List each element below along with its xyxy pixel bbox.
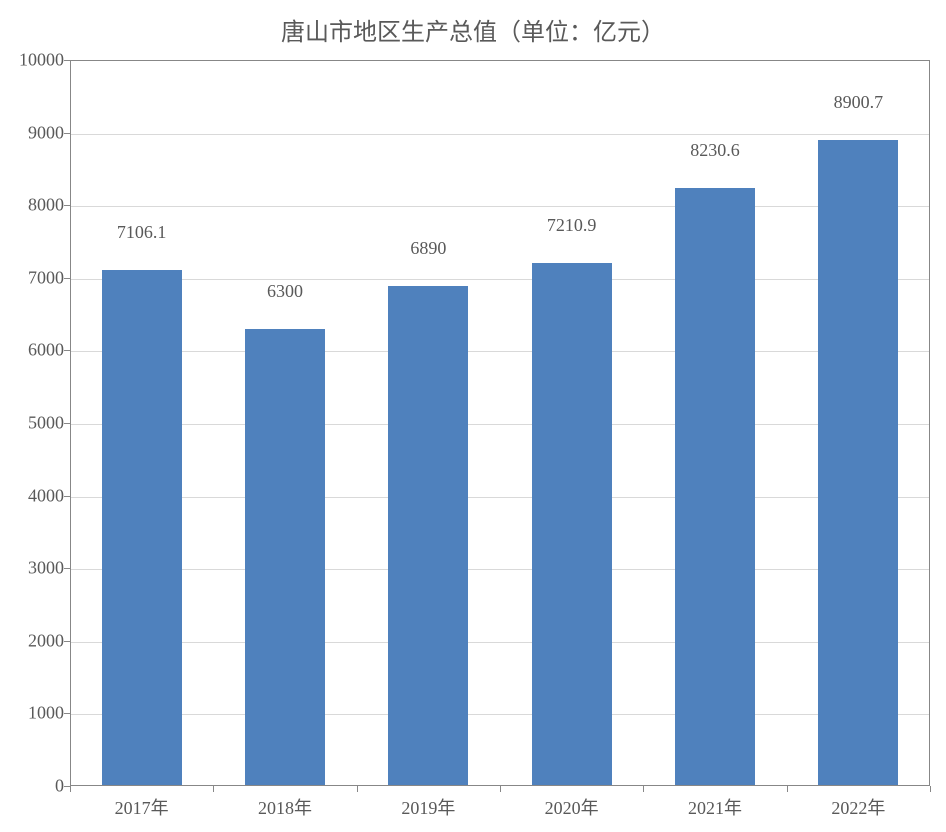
bar-value-label: 8230.6 xyxy=(690,140,740,161)
x-tick-label: 2020年 xyxy=(545,794,599,820)
bar xyxy=(245,329,325,786)
y-tick-label: 7000 xyxy=(4,267,64,288)
y-tick-mark xyxy=(64,205,70,206)
bar-chart: 唐山市地区生产总值（单位：亿元） 7106.1 6300 6890 7210.9 823… xyxy=(0,0,946,832)
x-tick-mark xyxy=(357,786,358,792)
y-tick-label: 8000 xyxy=(4,195,64,216)
y-tick-label: 1000 xyxy=(4,703,64,724)
x-tick-label: 2019年 xyxy=(401,794,455,820)
gridline xyxy=(70,134,929,135)
bar-value-label: 6890 xyxy=(410,238,446,259)
y-tick-mark xyxy=(64,568,70,569)
bar xyxy=(675,188,755,786)
gridline xyxy=(70,206,929,207)
x-tick-mark xyxy=(213,786,214,792)
bar xyxy=(818,140,898,786)
y-tick-label: 4000 xyxy=(4,485,64,506)
x-tick-label: 2022年 xyxy=(831,794,885,820)
y-tick-label: 9000 xyxy=(4,122,64,143)
y-tick-label: 5000 xyxy=(4,413,64,434)
y-tick-label: 0 xyxy=(4,776,64,797)
x-tick-label: 2018年 xyxy=(258,794,312,820)
gridline xyxy=(70,351,929,352)
y-tick-label: 6000 xyxy=(4,340,64,361)
gridline xyxy=(70,497,929,498)
gridline xyxy=(70,569,929,570)
gridline xyxy=(70,714,929,715)
gridline xyxy=(70,424,929,425)
x-tick-label: 2021年 xyxy=(688,794,742,820)
y-tick-label: 2000 xyxy=(4,630,64,651)
y-tick-label: 3000 xyxy=(4,558,64,579)
bar xyxy=(532,263,612,787)
y-tick-mark xyxy=(64,496,70,497)
gridline xyxy=(70,279,929,280)
x-tick-mark xyxy=(930,786,931,792)
gridline xyxy=(70,642,929,643)
chart-title: 唐山市地区生产总值（单位：亿元） xyxy=(0,12,946,47)
bar-value-label: 7210.9 xyxy=(547,215,597,236)
x-tick-mark xyxy=(643,786,644,792)
x-tick-mark xyxy=(500,786,501,792)
y-tick-mark xyxy=(64,278,70,279)
bar-value-label: 8900.7 xyxy=(834,92,884,113)
bar xyxy=(102,270,182,786)
y-tick-mark xyxy=(64,713,70,714)
y-tick-mark xyxy=(64,350,70,351)
x-tick-mark xyxy=(70,786,71,792)
plot-area: 7106.1 6300 6890 7210.9 8230.6 8900.7 xyxy=(70,60,930,786)
bar-value-label: 6300 xyxy=(267,281,303,302)
bar xyxy=(388,286,468,786)
y-tick-mark xyxy=(64,60,70,61)
y-tick-mark xyxy=(64,641,70,642)
bar-value-label: 7106.1 xyxy=(117,222,167,243)
x-tick-mark xyxy=(787,786,788,792)
y-tick-mark xyxy=(64,423,70,424)
y-tick-mark xyxy=(64,133,70,134)
x-tick-label: 2017年 xyxy=(115,794,169,820)
y-tick-label: 10000 xyxy=(4,50,64,71)
